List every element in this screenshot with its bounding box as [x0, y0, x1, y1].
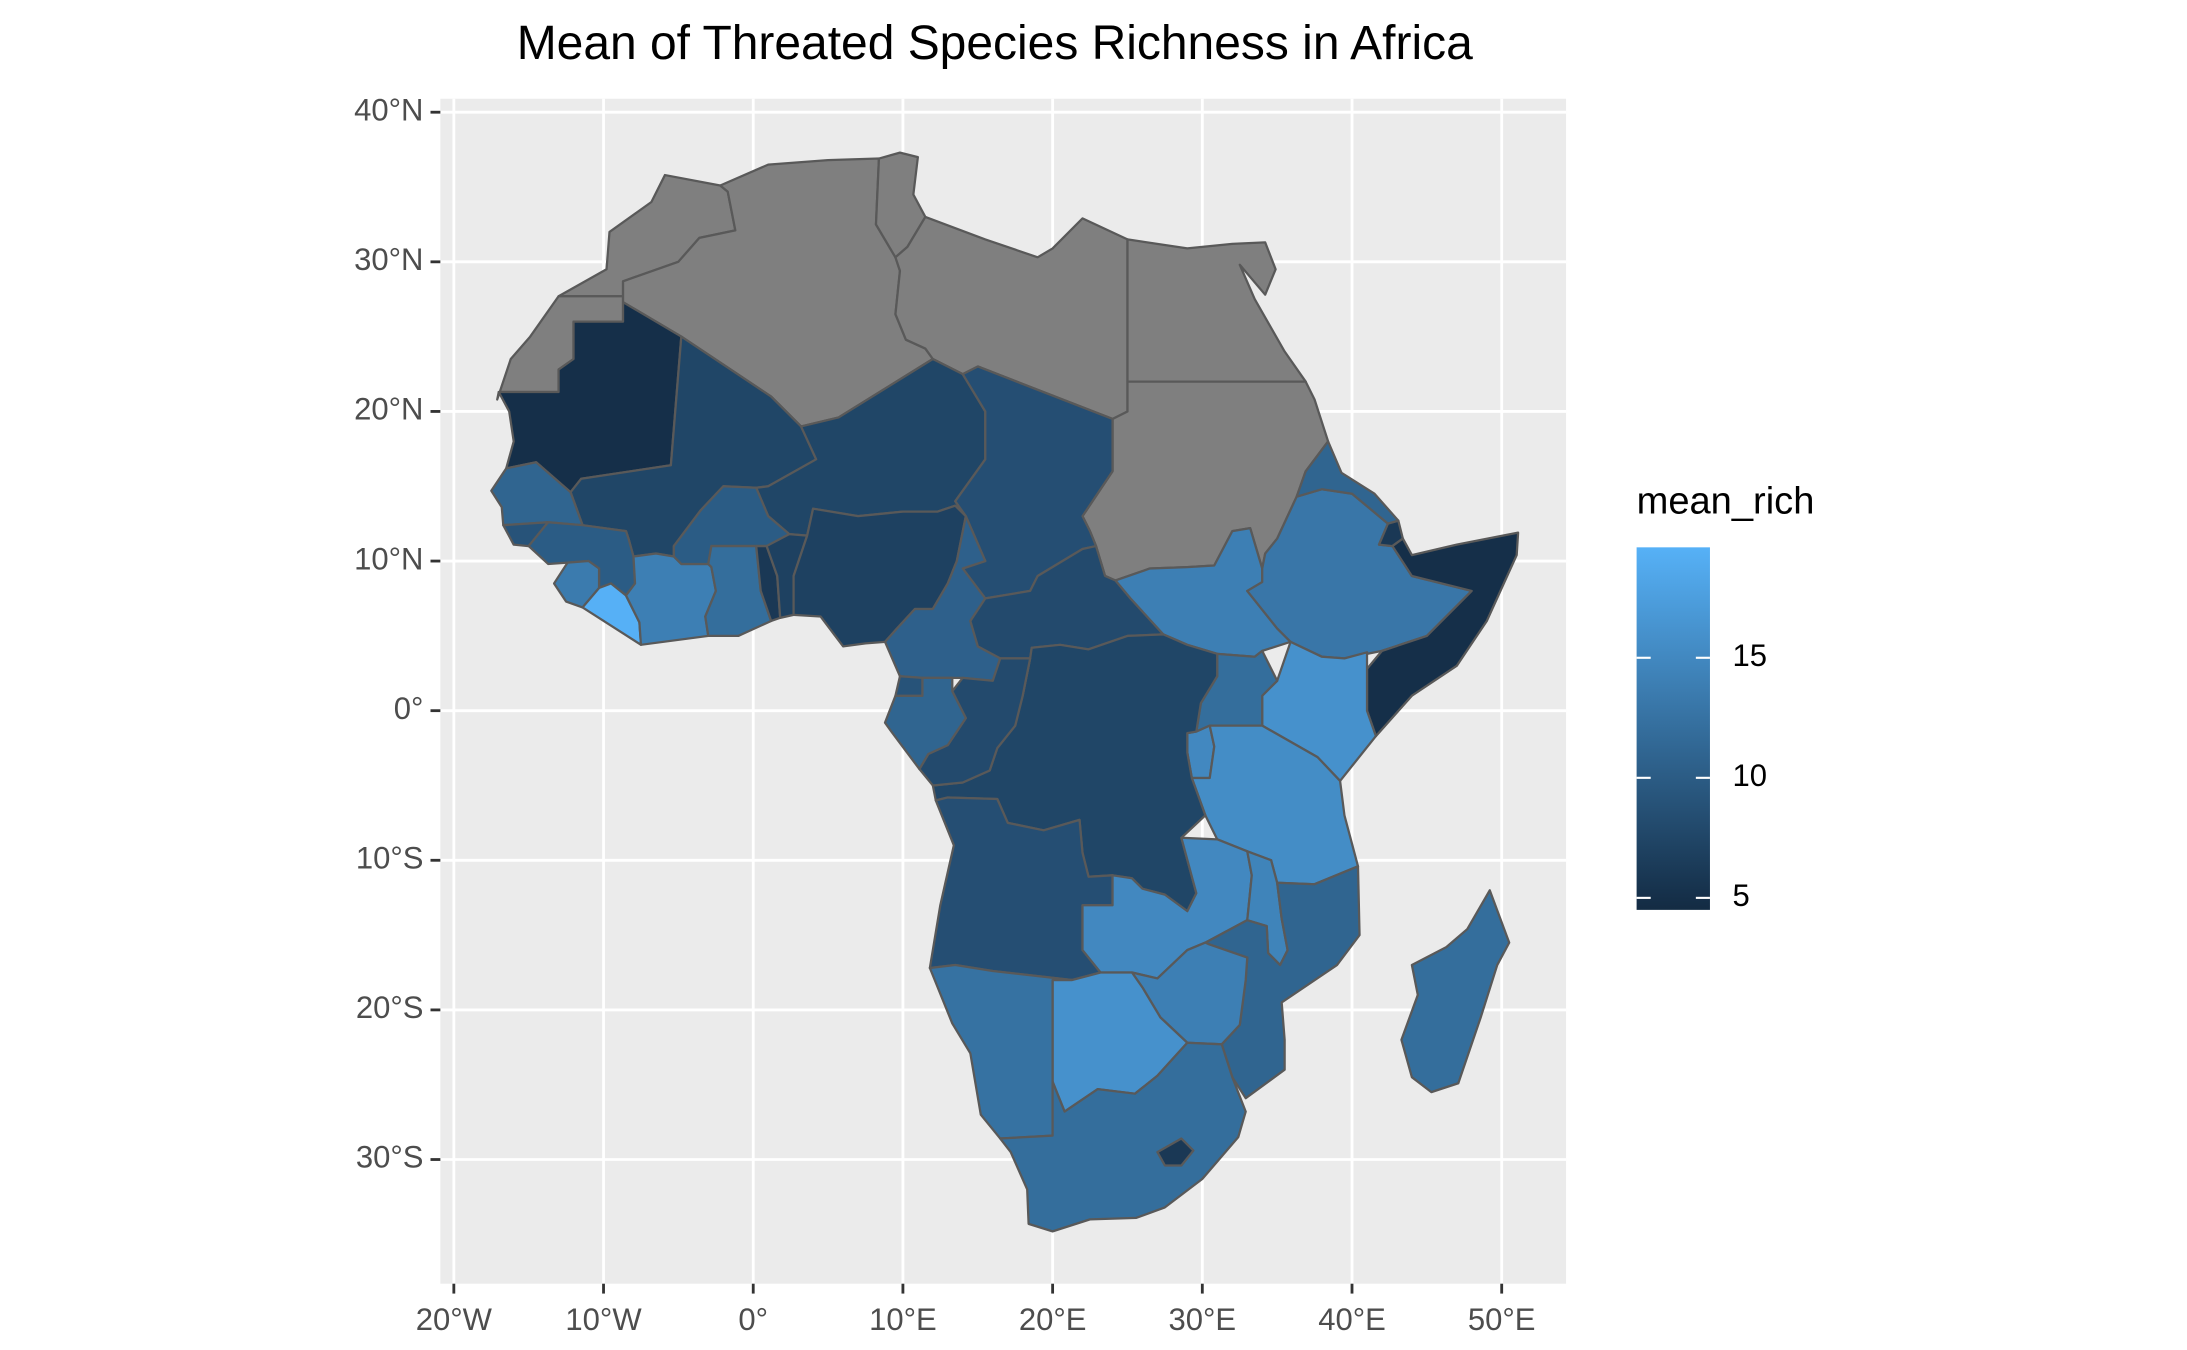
- x-tick-label: 10°W: [565, 1302, 642, 1337]
- colorbar-tick-label: 15: [1733, 638, 1768, 673]
- region: [624, 552, 717, 646]
- x-tick-label: 30°E: [1169, 1302, 1237, 1337]
- x-tick-label: 0°: [738, 1302, 768, 1337]
- y-tick-label: 30°N: [354, 242, 423, 277]
- x-tick-label: 20°E: [1019, 1302, 1087, 1337]
- y-tick-label: 20°N: [354, 392, 423, 427]
- region: [704, 544, 773, 638]
- x-tick-label: 50°E: [1468, 1302, 1536, 1337]
- x-tick-label: 10°E: [869, 1302, 937, 1337]
- region: [1365, 531, 1520, 738]
- y-tick-label: 10°S: [356, 840, 424, 875]
- region: [1156, 1137, 1195, 1167]
- x-tick-label: 20°W: [416, 1302, 493, 1337]
- region: [552, 559, 601, 609]
- y-tick-label: 0°: [394, 691, 424, 726]
- region: [1400, 889, 1511, 1094]
- y-tick-label: 30°S: [356, 1140, 424, 1175]
- y-tick-label: 20°S: [356, 990, 424, 1025]
- colorbar-tick-label: 10: [1733, 758, 1768, 793]
- legend-title: mean_rich: [1637, 481, 1815, 523]
- region: [894, 675, 924, 697]
- region: [1295, 440, 1400, 525]
- y-tick-label: 40°N: [354, 92, 423, 127]
- region: [999, 1041, 1247, 1233]
- y-tick-label: 10°N: [354, 541, 423, 576]
- x-tick-label: 40°E: [1318, 1302, 1386, 1337]
- colorbar: [1636, 547, 1710, 910]
- region: [883, 515, 1002, 682]
- colorbar-tick-label: 5: [1733, 878, 1750, 913]
- chart-title: Mean of Threated Species Richness in Afr…: [517, 17, 1473, 70]
